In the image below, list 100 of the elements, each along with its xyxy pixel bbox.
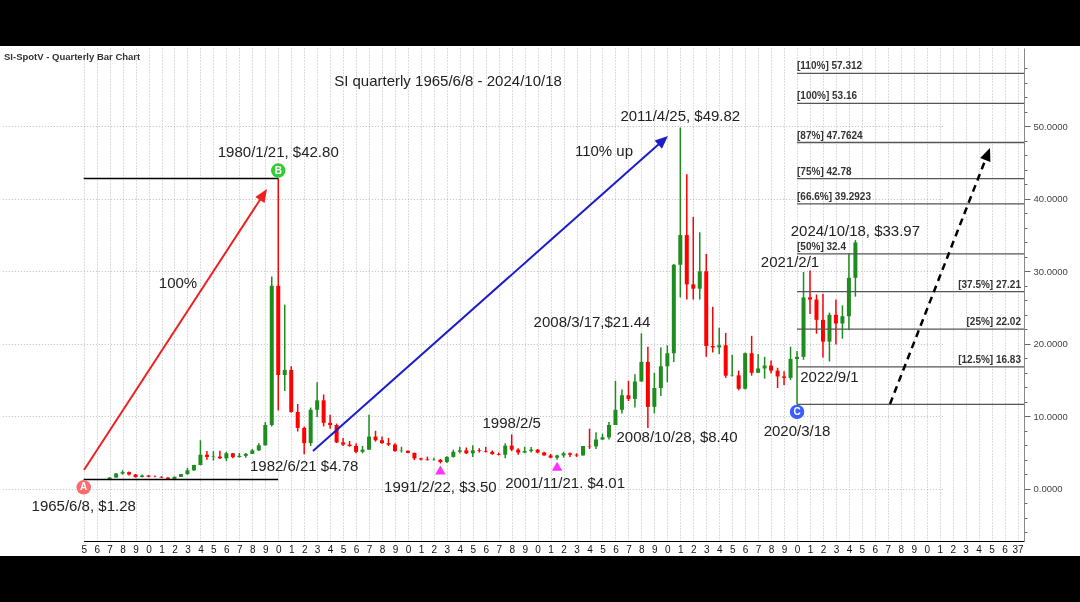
x-tick-label: 6 <box>224 543 231 555</box>
candlestick <box>263 421 268 447</box>
x-tick-label: 3 <box>314 543 321 555</box>
x-tick-label: 9 <box>781 543 788 555</box>
x-tick-label: 3 <box>574 543 581 555</box>
x-tick-label: 6 <box>872 543 879 555</box>
x-tick-label: 2 <box>172 543 179 555</box>
candlestick <box>619 388 624 415</box>
annotation: 2022/9/1 <box>800 367 859 385</box>
text: SI quarterly 1965/6/8 - 2024/10/18 <box>334 72 562 89</box>
candlestick <box>418 456 423 462</box>
candlestick <box>814 293 819 335</box>
series-label: [66.6%] 39.2923 <box>797 190 872 202</box>
x-tick-label: 6 <box>94 543 101 555</box>
x-tick-label: 1 <box>288 543 295 555</box>
x-tick-label: 9 <box>652 543 659 555</box>
x-tick-label: 3 <box>833 543 840 555</box>
x-tick-label: 5 <box>729 543 736 555</box>
candlestick <box>833 298 838 346</box>
candlestick <box>808 269 812 315</box>
x-tick-label: 4 <box>327 543 334 555</box>
x-tick-label: 0 <box>924 543 931 555</box>
x-tick-label: 6 <box>742 543 749 555</box>
x-tick-label: 2 <box>950 543 957 555</box>
data-label: C <box>793 405 801 417</box>
series-label: [37.5%] 27.21 <box>958 278 1022 290</box>
annotation: 2011/4/25, $49.82 <box>620 107 741 125</box>
x-tick-label: 9 <box>133 543 140 555</box>
annotation: 1965/6/8, $1.28 <box>31 497 136 515</box>
x-tick-label: 5 <box>211 543 218 555</box>
x-tick-label: 1 <box>937 543 944 555</box>
candlestick <box>483 446 488 454</box>
x-tick-label: 9 <box>262 543 269 555</box>
y-tick-label: 40.0000 <box>1033 193 1068 205</box>
x-tick-label: 2 <box>561 543 568 555</box>
candlestick <box>321 393 326 428</box>
candlestick <box>788 345 793 381</box>
annotation: 110% up <box>574 142 634 159</box>
y-tick-label: 30.0000 <box>1033 265 1068 277</box>
candlestick <box>769 359 774 375</box>
x-tick-label: 8 <box>639 543 646 555</box>
x-tick-label: 2 <box>301 543 308 555</box>
candlestick <box>652 372 657 415</box>
x-tick-label: 1 <box>159 543 166 555</box>
x-tick-label: 7 <box>755 543 762 555</box>
candlestick <box>626 380 631 402</box>
candlestick <box>691 216 696 301</box>
x-tick-label: 2 <box>431 543 438 555</box>
x-tick-label: 1 <box>418 543 425 555</box>
x-tick-label: 4 <box>846 543 853 555</box>
candlestick <box>665 344 670 383</box>
candlestick <box>639 332 644 383</box>
x-tick-label: 8 <box>379 543 386 555</box>
candlestick <box>749 335 754 377</box>
annotation: 1998/2/5 <box>482 413 541 431</box>
data-label: B <box>274 164 282 176</box>
x-tick-label: 4 <box>198 543 205 555</box>
x-tick-label: 4 <box>716 543 723 555</box>
candlestick <box>632 373 637 409</box>
candlestick <box>756 353 761 374</box>
x-tick-label: 2 <box>820 543 827 555</box>
y-tick-label: 20.0000 <box>1033 338 1068 350</box>
annotation: 2021/2/1 <box>760 253 820 270</box>
x-tick-label: 0 <box>535 543 542 555</box>
x-tick-label: 9 <box>911 543 918 555</box>
candlestick <box>282 303 287 392</box>
annotation: 2008/10/28, $8.40 <box>616 428 738 445</box>
y-tick-label: 10.0000 <box>1033 410 1068 422</box>
x-tick-label: 6 <box>613 543 620 555</box>
series-label: [110%] 57.312 <box>797 60 863 72</box>
series-label: [50%] 32.4 <box>797 240 847 252</box>
x-tick-label: 5 <box>81 543 88 555</box>
x-tick-label: 3 <box>444 543 451 555</box>
candlestick <box>736 369 741 391</box>
x-tick-label: 7 <box>107 543 114 555</box>
annotation: 1991/2/22, $3.50 <box>384 477 497 495</box>
x-tick-label: 4 <box>587 543 594 555</box>
x-tick-label: 4 <box>457 543 464 555</box>
chart-subtitle: SI-SpotV - Quarterly Bar Chart <box>4 51 142 62</box>
candlestick <box>658 346 663 397</box>
x-tick-label: 6 <box>1002 543 1009 555</box>
x-tick-label: 0 <box>794 543 801 555</box>
x-tick-label: 2 <box>690 543 697 555</box>
x-tick-label: 5 <box>989 543 996 555</box>
series-label: [12.5%] 16.83 <box>958 353 1022 365</box>
series-label: [75%] 42.78 <box>797 165 852 177</box>
x-tick-label: 0 <box>146 543 153 555</box>
annotation: 1980/1/21, $42.80 <box>217 142 339 160</box>
x-tick-label: 5 <box>859 543 866 555</box>
candlestick <box>613 380 618 426</box>
x-tick-label: 7 <box>237 543 244 555</box>
x-tick-label: 3 <box>963 543 970 555</box>
x-tick-label: 8 <box>898 543 905 555</box>
y-tick-label: 0.0000 <box>1033 483 1063 495</box>
candlestick <box>470 444 475 458</box>
x-tick-label: 3 <box>703 543 710 555</box>
annotation: 2024/10/18, $33.97 <box>790 222 921 240</box>
x-tick-label: 6 <box>483 543 490 555</box>
candlestick <box>295 403 300 433</box>
annotation: 2020/3/18 <box>763 421 831 439</box>
